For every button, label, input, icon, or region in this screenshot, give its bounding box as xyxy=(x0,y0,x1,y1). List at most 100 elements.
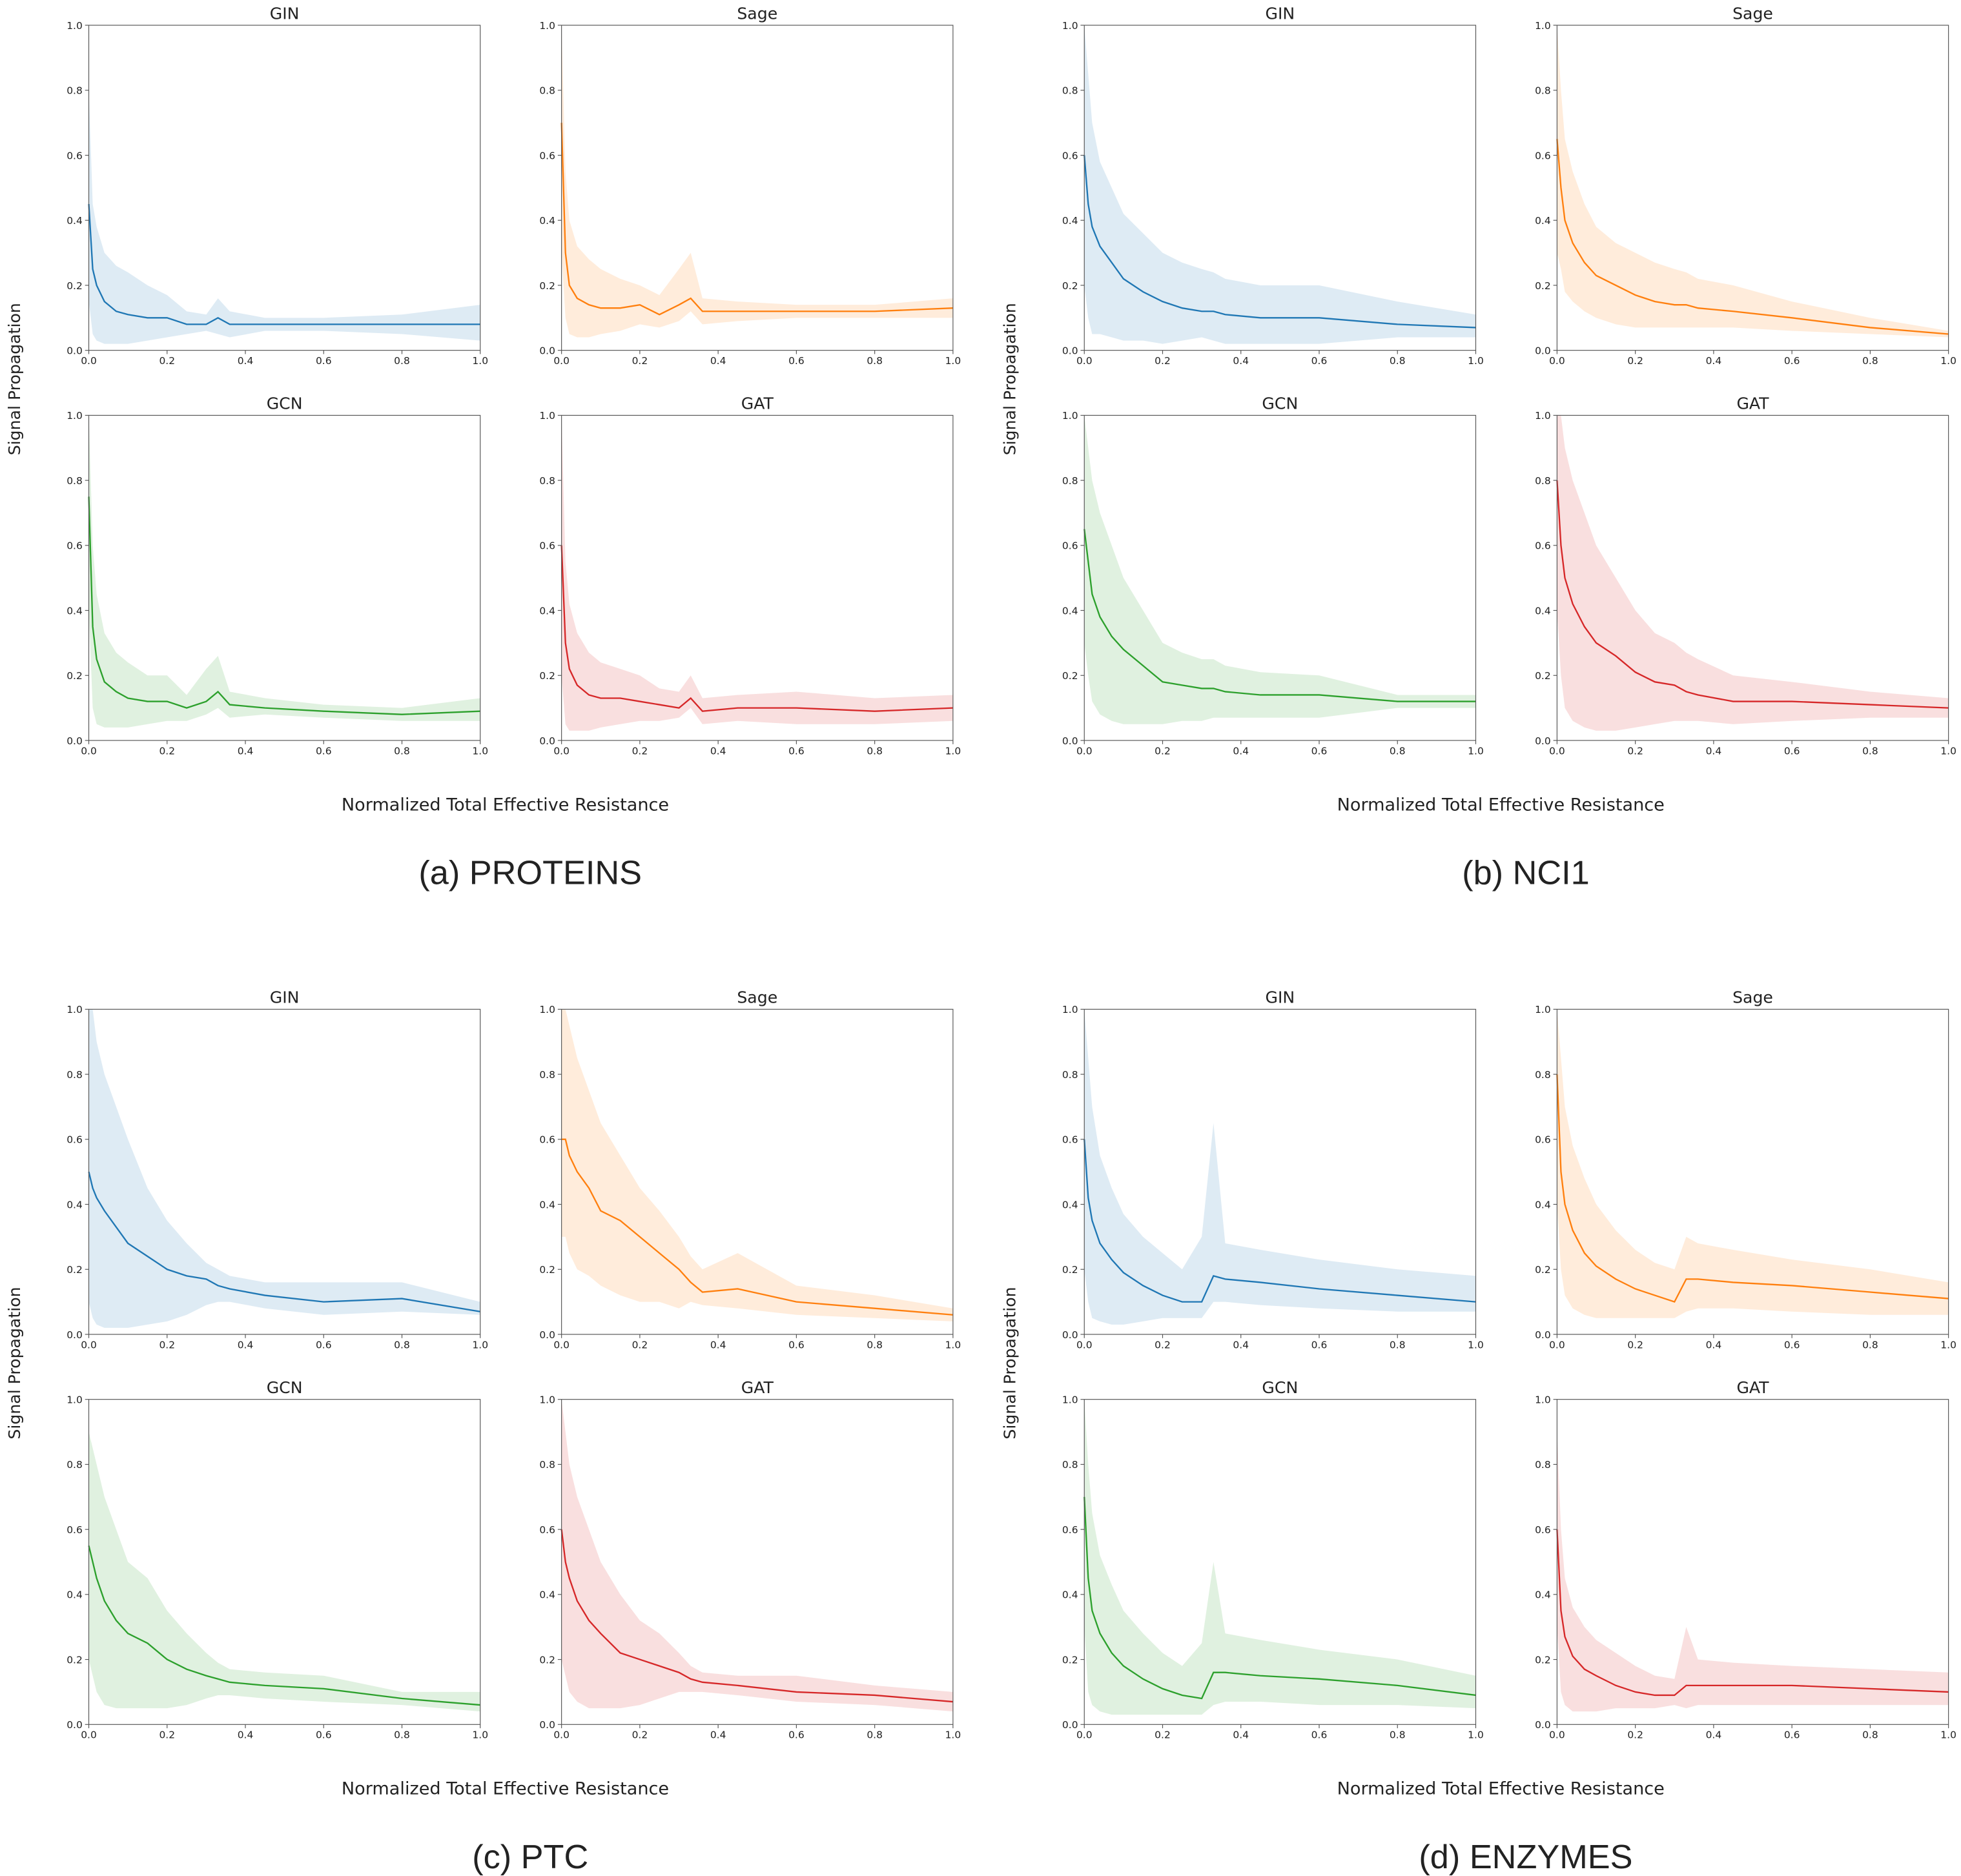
y-tick-label: 0.4 xyxy=(539,1589,555,1601)
x-tick-label: 0.6 xyxy=(1784,745,1800,757)
mean-line xyxy=(1083,529,1476,702)
x-tick-label: 0.0 xyxy=(1076,1729,1093,1741)
x-tick-label: 0.0 xyxy=(1549,1729,1565,1741)
mean-line xyxy=(1556,139,1949,335)
y-tick-label: 0.0 xyxy=(539,735,555,747)
y-tick-label: 0.2 xyxy=(539,670,555,682)
subplot-title: GAT xyxy=(1736,394,1769,413)
confidence-band xyxy=(1557,25,1949,338)
y-tick-label: 0.8 xyxy=(539,475,555,487)
x-tick-label: 1.0 xyxy=(1940,1729,1956,1741)
y-tick-label: 0.2 xyxy=(67,280,83,292)
confidence-band xyxy=(1084,415,1476,724)
subplot-title: Sage xyxy=(737,4,777,23)
y-tick-label: 1.0 xyxy=(67,1004,83,1015)
confidence-band xyxy=(561,25,953,338)
y-tick-label: 0.6 xyxy=(67,1134,83,1146)
y-tick-label: 0.6 xyxy=(1535,540,1551,552)
panel-caption: (d) ENZYMES xyxy=(1419,1839,1632,1876)
mean-line xyxy=(560,1529,953,1703)
y-tick-label: 0.2 xyxy=(1062,1654,1078,1666)
y-axis-label: Signal Propagation xyxy=(5,303,24,455)
x-tick-label: 0.6 xyxy=(1784,355,1800,367)
x-tick-label: 0.6 xyxy=(788,1729,805,1741)
y-tick-label: 0.2 xyxy=(1535,280,1551,292)
plot-frame xyxy=(88,25,481,351)
mean-line xyxy=(88,1545,480,1706)
y-tick-label: 0.0 xyxy=(1062,735,1078,747)
x-tick-label: 0.2 xyxy=(1155,355,1171,367)
y-tick-label: 0.4 xyxy=(1535,1589,1551,1601)
mean-line xyxy=(560,545,953,712)
plot-frame xyxy=(88,1399,481,1725)
y-tick-label: 0.6 xyxy=(1062,1524,1078,1536)
x-tick-label: 1.0 xyxy=(945,1339,961,1351)
mean-line xyxy=(561,1138,953,1316)
y-tick-label: 0.8 xyxy=(1062,1459,1078,1471)
y-tick-label: 0.4 xyxy=(67,1589,83,1601)
x-tick-label: 0.4 xyxy=(710,355,726,367)
x-tick-label: 0.2 xyxy=(159,1339,175,1351)
x-tick-label: 0.4 xyxy=(238,745,254,757)
y-tick-label: 0.2 xyxy=(1062,670,1078,682)
x-tick-label: 0.6 xyxy=(1311,1339,1328,1351)
y-tick-label: 0.0 xyxy=(1535,735,1551,747)
x-tick-label: 0.2 xyxy=(159,745,175,757)
y-tick-label: 1.0 xyxy=(1535,410,1551,422)
x-tick-label: 0.6 xyxy=(1784,1729,1800,1741)
x-axis-label: Normalized Total Effective Resistance xyxy=(342,1779,669,1799)
y-tick-label: 0.8 xyxy=(67,475,83,487)
plot-frame xyxy=(561,1399,954,1725)
x-tick-label: 0.8 xyxy=(867,1339,883,1351)
x-tick-label: 0.4 xyxy=(1233,355,1249,367)
subplot-title: GIN xyxy=(270,988,300,1007)
y-tick-label: 0.4 xyxy=(1535,215,1551,227)
x-tick-label: 0.4 xyxy=(1233,745,1249,757)
x-tick-label: 0.0 xyxy=(553,1729,570,1741)
x-tick-label: 0.0 xyxy=(1076,355,1093,367)
x-axis-label: Normalized Total Effective Resistance xyxy=(342,795,669,815)
x-tick-label: 0.2 xyxy=(159,355,175,367)
x-tick-label: 0.8 xyxy=(1862,1729,1878,1741)
confidence-band xyxy=(88,1009,480,1328)
mean-line xyxy=(1556,1074,1949,1303)
mean-line xyxy=(1083,155,1476,329)
x-tick-label: 0.0 xyxy=(81,1339,97,1351)
y-tick-label: 0.4 xyxy=(1535,1199,1551,1210)
x-tick-label: 0.8 xyxy=(1862,745,1878,757)
y-tick-label: 1.0 xyxy=(67,20,83,32)
x-tick-label: 0.6 xyxy=(788,745,805,757)
plot-frame xyxy=(1556,1008,1949,1335)
x-tick-label: 0.2 xyxy=(1627,745,1643,757)
x-tick-label: 0.2 xyxy=(1627,1729,1643,1741)
y-tick-label: 0.6 xyxy=(1535,150,1551,161)
x-tick-label: 0.4 xyxy=(710,1339,726,1351)
y-tick-label: 0.2 xyxy=(67,1654,83,1666)
x-axis-label: Normalized Total Effective Resistance xyxy=(1337,1779,1665,1799)
y-tick-label: 0.0 xyxy=(67,735,83,747)
y-tick-label: 0.4 xyxy=(67,1199,83,1210)
subplot-title: GCN xyxy=(1262,394,1298,413)
plot-frame xyxy=(1556,414,1949,741)
plot-frame xyxy=(1083,1399,1477,1725)
y-tick-label: 1.0 xyxy=(539,1394,555,1406)
plot-frame xyxy=(88,414,481,741)
y-tick-label: 0.6 xyxy=(539,1524,555,1536)
x-tick-label: 0.2 xyxy=(1155,1339,1171,1351)
y-tick-label: 1.0 xyxy=(1535,1394,1551,1406)
x-tick-label: 0.8 xyxy=(394,355,410,367)
subplot-title: Sage xyxy=(1732,4,1773,23)
y-tick-label: 0.2 xyxy=(1062,280,1078,292)
y-tick-label: 0.8 xyxy=(1535,1459,1551,1471)
y-tick-label: 0.6 xyxy=(1535,1524,1551,1536)
x-tick-label: 0.2 xyxy=(1155,1729,1171,1741)
x-tick-label: 1.0 xyxy=(945,355,961,367)
y-tick-label: 0.6 xyxy=(1062,1134,1078,1146)
panel-caption: (c) PTC xyxy=(472,1839,588,1876)
x-tick-label: 0.2 xyxy=(1627,1339,1643,1351)
confidence-band xyxy=(1084,25,1476,344)
y-tick-label: 1.0 xyxy=(539,410,555,422)
subplot-title: GAT xyxy=(741,1378,774,1397)
y-tick-label: 1.0 xyxy=(539,1004,555,1015)
